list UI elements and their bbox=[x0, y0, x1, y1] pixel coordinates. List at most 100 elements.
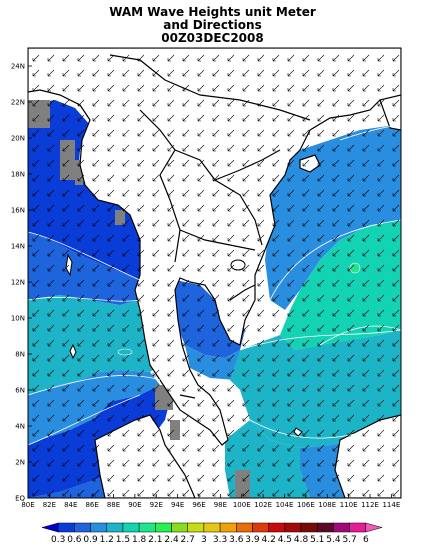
direction-arrow bbox=[377, 159, 385, 167]
direction-arrow bbox=[107, 114, 115, 122]
direction-arrow bbox=[122, 414, 130, 422]
direction-arrow bbox=[302, 114, 310, 122]
direction-arrow bbox=[227, 324, 235, 332]
direction-arrow bbox=[107, 279, 115, 287]
direction-arrow bbox=[392, 294, 400, 302]
direction-arrow bbox=[122, 354, 130, 362]
direction-arrow bbox=[287, 444, 295, 452]
direction-arrow bbox=[377, 369, 385, 377]
direction-arrow bbox=[362, 369, 370, 377]
direction-arrow bbox=[302, 369, 310, 377]
direction-arrow bbox=[92, 459, 100, 467]
direction-arrow bbox=[197, 114, 205, 122]
direction-arrow bbox=[347, 309, 355, 317]
direction-arrow bbox=[137, 99, 145, 107]
direction-arrow bbox=[242, 459, 250, 467]
direction-arrow bbox=[197, 429, 205, 437]
direction-arrow bbox=[212, 189, 220, 197]
direction-arrow bbox=[137, 459, 145, 467]
direction-arrow bbox=[167, 459, 175, 467]
colorbar-swatch bbox=[171, 522, 188, 533]
direction-arrow bbox=[377, 339, 385, 347]
direction-arrow bbox=[347, 399, 355, 407]
direction-arrow bbox=[182, 264, 190, 272]
direction-arrow bbox=[62, 219, 70, 227]
colorbar-label: 1.5 bbox=[116, 535, 130, 545]
direction-arrow bbox=[242, 84, 250, 92]
colorbar-label: 2.4 bbox=[164, 535, 179, 545]
direction-arrow bbox=[377, 354, 385, 362]
direction-arrow bbox=[317, 474, 325, 482]
direction-arrow bbox=[212, 99, 220, 107]
direction-arrow bbox=[392, 279, 400, 287]
direction-arrow bbox=[107, 309, 115, 317]
direction-arrow bbox=[227, 144, 235, 152]
direction-arrow bbox=[152, 474, 160, 482]
direction-arrow bbox=[32, 159, 40, 167]
lon-tick-label: 82E bbox=[43, 501, 56, 509]
direction-arrow bbox=[317, 279, 325, 287]
direction-arrow bbox=[137, 264, 145, 272]
direction-arrow bbox=[362, 324, 370, 332]
direction-arrow bbox=[347, 354, 355, 362]
direction-arrow bbox=[122, 99, 130, 107]
direction-arrow bbox=[287, 129, 295, 137]
direction-arrow bbox=[62, 474, 70, 482]
direction-arrow bbox=[272, 324, 280, 332]
direction-arrow bbox=[182, 414, 190, 422]
direction-arrow bbox=[242, 384, 250, 392]
direction-arrow bbox=[362, 264, 370, 272]
direction-arrow bbox=[347, 384, 355, 392]
direction-arrow bbox=[152, 204, 160, 212]
direction-arrow bbox=[392, 309, 400, 317]
direction-arrow bbox=[332, 474, 340, 482]
direction-arrow bbox=[377, 204, 385, 212]
direction-arrow bbox=[212, 339, 220, 347]
wave-region-scs-core bbox=[280, 220, 401, 350]
direction-arrow bbox=[32, 294, 40, 302]
direction-arrow bbox=[272, 234, 280, 242]
direction-arrow bbox=[152, 294, 160, 302]
direction-arrow bbox=[302, 189, 310, 197]
direction-arrow bbox=[137, 399, 145, 407]
direction-arrow bbox=[317, 174, 325, 182]
direction-arrow bbox=[107, 414, 115, 422]
direction-arrow bbox=[122, 489, 130, 497]
colorbar-swatch bbox=[316, 522, 334, 533]
direction-arrow bbox=[47, 429, 55, 437]
direction-arrow bbox=[62, 414, 70, 422]
direction-arrow bbox=[272, 69, 280, 77]
direction-arrow bbox=[287, 294, 295, 302]
direction-arrow bbox=[257, 264, 265, 272]
direction-arrow bbox=[137, 249, 145, 257]
colorbar-label: 0.3 bbox=[51, 535, 65, 545]
direction-arrow bbox=[227, 384, 235, 392]
direction-arrow bbox=[197, 69, 205, 77]
direction-arrow bbox=[62, 339, 70, 347]
direction-arrow bbox=[77, 234, 85, 242]
colorbar: 0.3 0.6 0.9 1.2 1.5 1.8 2.1 2.4 2.7 3 3.3 3.6 3.9 4.2… bbox=[41, 522, 383, 545]
lat-tick-label: 18N bbox=[11, 171, 25, 179]
direction-arrow bbox=[77, 489, 85, 497]
direction-arrow bbox=[377, 54, 385, 62]
direction-arrow bbox=[77, 249, 85, 257]
direction-arrow bbox=[107, 69, 115, 77]
direction-arrow bbox=[212, 114, 220, 122]
colorbar-swatch bbox=[74, 522, 91, 533]
direction-arrow bbox=[287, 414, 295, 422]
direction-arrow bbox=[347, 129, 355, 137]
direction-arrow bbox=[77, 459, 85, 467]
direction-arrow bbox=[182, 159, 190, 167]
direction-arrow bbox=[227, 354, 235, 362]
direction-arrow bbox=[212, 279, 220, 287]
direction-arrow bbox=[137, 474, 145, 482]
direction-arrow bbox=[137, 324, 145, 332]
direction-arrow bbox=[92, 294, 100, 302]
direction-arrow bbox=[377, 129, 385, 137]
direction-arrow bbox=[137, 84, 145, 92]
direction-arrow bbox=[227, 369, 235, 377]
direction-arrow bbox=[77, 399, 85, 407]
direction-arrow bbox=[197, 249, 205, 257]
direction-arrow bbox=[287, 279, 295, 287]
direction-arrow bbox=[167, 279, 175, 287]
